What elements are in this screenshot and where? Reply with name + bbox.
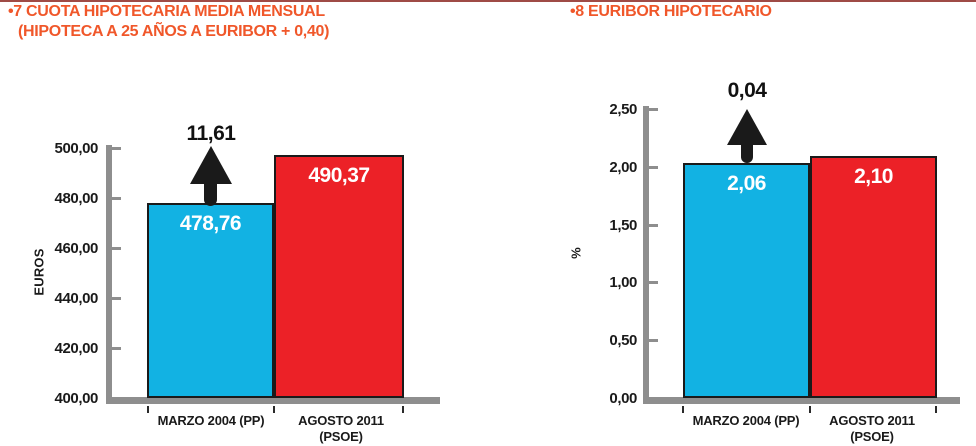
chart1-y-tick-label: 420,00 [54, 340, 99, 357]
chart1-category-marzo-2004: MARZO 2004 (PP) [157, 413, 265, 428]
chart2-y-tick [649, 166, 658, 169]
chart2-delta-value: 0,04 [727, 79, 767, 102]
chart1-bar-agosto-2011: 490,37 [274, 155, 404, 398]
chart1-bar1-value: 478,76 [179, 212, 242, 235]
chart1-x-tick [273, 406, 275, 413]
chart2-y-tick [649, 339, 658, 342]
chart2-x-tick [809, 406, 811, 413]
chart2-x-axis-line [643, 397, 960, 404]
chart2-category-marzo-2004: MARZO 2004 (PP) [692, 413, 800, 428]
chart1-y-tick [112, 247, 121, 250]
chart2-y-tick-label: 1,50 [609, 217, 637, 234]
chart2-bar1-value: 2,06 [727, 172, 766, 195]
chart1-x-tick [147, 406, 149, 413]
chart2-y-tick-label: 2,00 [609, 159, 637, 176]
chart2-bar-marzo-2004: 2,06 [683, 163, 810, 398]
chart2-y-tick [649, 224, 658, 227]
chart1-bar-marzo-2004: 478,76 [147, 203, 274, 398]
chart1-up-arrow-icon [190, 146, 232, 184]
chart2-y-axis-name: % [568, 247, 584, 259]
chart2-bar2-value: 2,10 [854, 165, 893, 188]
chart2-y-tick [649, 108, 658, 111]
chart1-y-tick-label: 400,00 [54, 390, 99, 407]
chart2-title-line1: •8 EURIBOR HIPOTECARIO [570, 3, 772, 20]
chart1-title: •7 CUOTA HIPOTECARIA MEDIA MENSUAL (HIPO… [8, 2, 329, 41]
chart2-bar-agosto-2011: 2,10 [810, 156, 937, 398]
chart2-title: •8 EURIBOR HIPOTECARIO [570, 2, 772, 22]
chart1-y-tick [112, 147, 121, 150]
chart2-up-arrow-icon [727, 109, 767, 145]
chart1-y-tick-label: 480,00 [54, 190, 99, 207]
chart2-up-arrow-stem [741, 142, 753, 163]
chart2-y-tick-label: 2,50 [609, 101, 637, 118]
chart2-y-tick-label: 1,00 [609, 274, 637, 291]
chart1-delta-value: 11,61 [186, 122, 236, 145]
chart1-y-axis-line [106, 145, 112, 404]
chart1-x-axis-line [106, 397, 440, 404]
chart1-up-arrow-stem [204, 181, 217, 206]
chart1-y-tick [112, 197, 121, 200]
chart2-y-axis-line [643, 106, 649, 404]
chart2-x-tick [682, 406, 684, 413]
chart1-category-agosto-2011: AGOSTO 2011 (PSOE) [298, 413, 384, 444]
chart1-title-line1: •7 CUOTA HIPOTECARIA MEDIA MENSUAL [8, 3, 325, 20]
chart1-y-tick [112, 347, 121, 350]
chart2-x-tick [935, 406, 937, 413]
chart1-x-tick [402, 406, 404, 413]
chart1-y-tick [112, 297, 121, 300]
chart1-bar2-value: 490,37 [308, 164, 370, 187]
chart2-y-tick-label: 0,50 [609, 332, 637, 349]
chart2-y-tick-label: 0,00 [609, 390, 637, 407]
top-crop-line [0, 0, 976, 2]
chart1-title-line2: (HIPOTECA A 25 AÑOS A EURIBOR + 0,40) [18, 22, 330, 40]
chart1-y-tick-label: 460,00 [54, 240, 99, 257]
chart2-category-agosto-2011: AGOSTO 2011 (PSOE) [829, 413, 915, 444]
chart1-y-tick-label: 500,00 [54, 140, 99, 157]
chart2-y-tick [649, 281, 658, 284]
chart1-y-tick-label: 440,00 [54, 290, 99, 307]
